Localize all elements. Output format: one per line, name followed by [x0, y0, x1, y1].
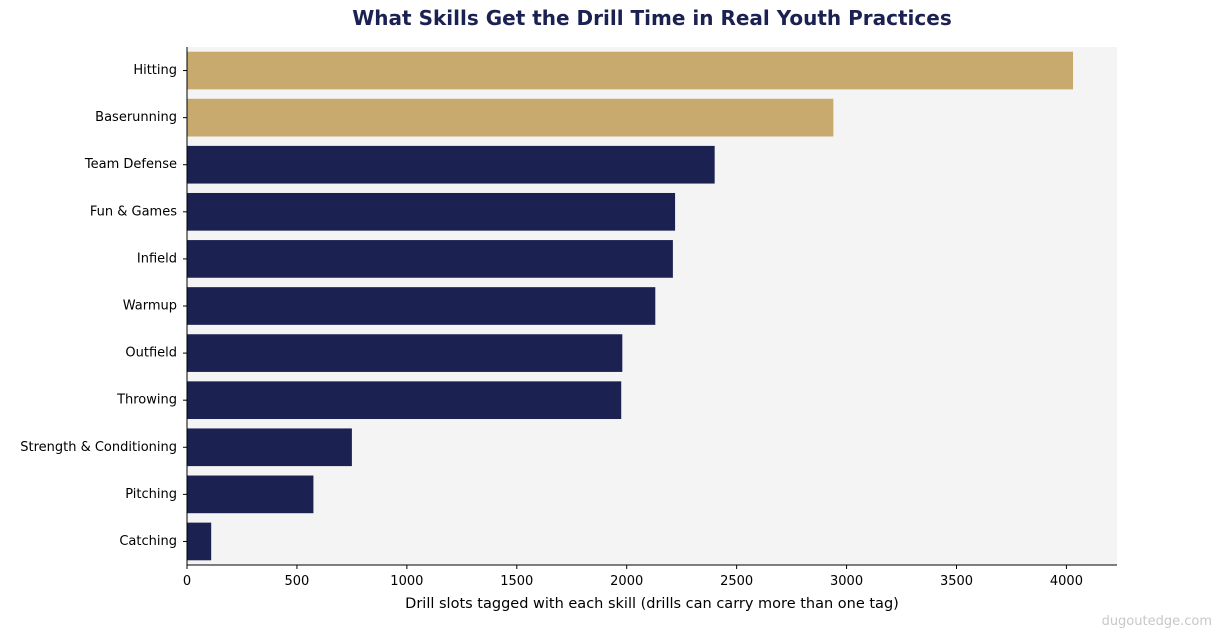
x-axis-ticks: 0 500 1000 1500 2000 2500 3000 3500 4000 — [183, 565, 1083, 589]
category-label-strength-conditioning: Strength & Conditioning — [20, 440, 177, 455]
x-tick-label: 4000 — [1050, 574, 1083, 589]
bar-team-defense — [187, 145, 715, 184]
bars-group — [187, 51, 1074, 561]
category-label-team-defense: Team Defense — [84, 157, 177, 172]
bar-baserunning — [187, 98, 834, 137]
x-tick-label: 2000 — [610, 574, 643, 589]
category-labels: Hitting Baserunning Team Defense Fun & Game… — [20, 63, 187, 549]
bar-infield — [187, 240, 673, 278]
category-label-throwing: Throwing — [116, 393, 177, 408]
category-label-catching: Catching — [119, 534, 177, 549]
x-tick-label: 0 — [183, 574, 191, 589]
bar-warmup — [187, 287, 656, 325]
chart-title: What Skills Get the Drill Time in Real Y… — [352, 6, 952, 30]
category-label-pitching: Pitching — [125, 487, 177, 502]
category-label-fun-games: Fun & Games — [90, 204, 177, 219]
category-label-hitting: Hitting — [133, 63, 177, 78]
bar-hitting — [187, 51, 1074, 90]
x-tick-label: 1500 — [500, 574, 533, 589]
bar-strength-conditioning — [187, 428, 352, 467]
category-label-infield: Infield — [137, 251, 177, 266]
bar-throwing — [187, 381, 622, 420]
x-axis-title: Drill slots tagged with each skill (dril… — [405, 596, 899, 612]
x-tick-label: 3000 — [830, 574, 863, 589]
category-label-warmup: Warmup — [123, 299, 177, 314]
x-tick-label: 1000 — [390, 574, 423, 589]
category-label-baserunning: Baserunning — [95, 110, 177, 125]
x-tick-label: 3500 — [940, 574, 973, 589]
bar-fun-games — [187, 192, 676, 231]
bar-pitching — [187, 475, 314, 514]
bar-outfield — [187, 334, 623, 372]
watermark-text: dugoutedge.com — [1102, 614, 1212, 629]
category-label-outfield: Outfield — [125, 346, 177, 361]
bar-catching — [187, 522, 212, 561]
x-tick-label: 500 — [285, 574, 310, 589]
x-tick-label: 2500 — [720, 574, 753, 589]
